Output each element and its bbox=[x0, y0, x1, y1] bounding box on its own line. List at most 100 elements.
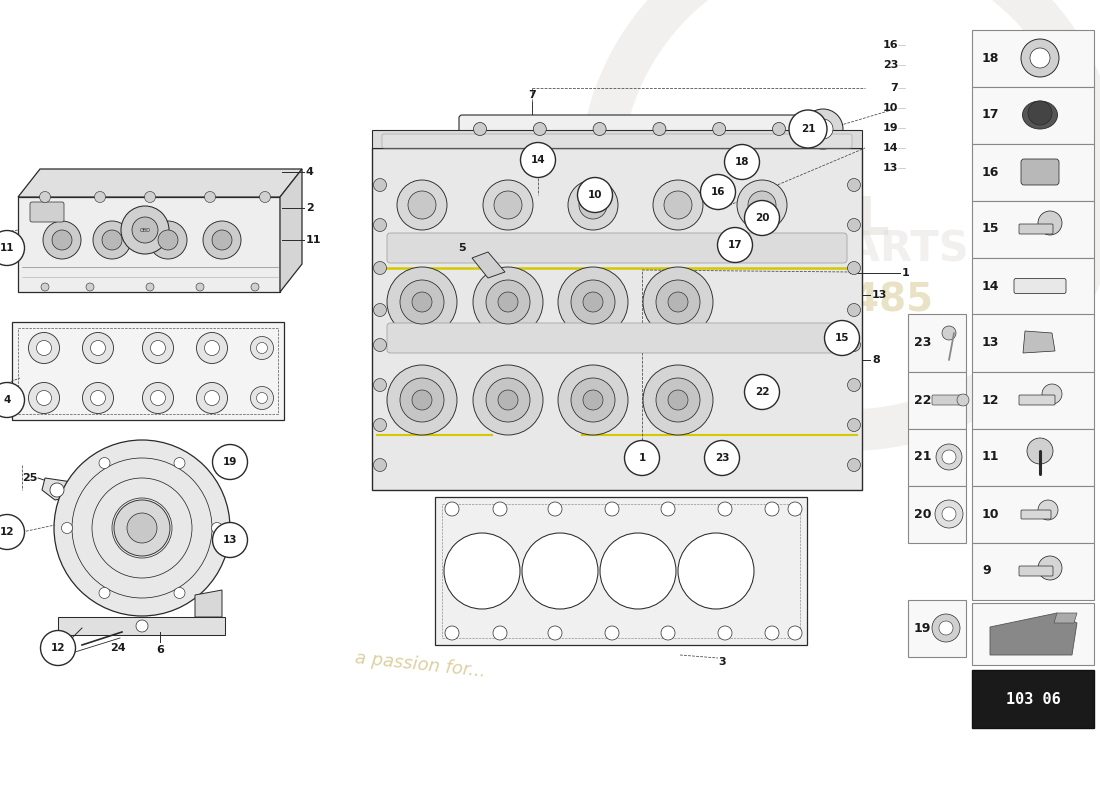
Circle shape bbox=[548, 626, 562, 640]
Circle shape bbox=[558, 267, 628, 337]
Circle shape bbox=[446, 502, 459, 516]
Circle shape bbox=[568, 180, 618, 230]
Text: 1: 1 bbox=[638, 453, 646, 463]
Text: 7: 7 bbox=[528, 90, 536, 100]
FancyBboxPatch shape bbox=[972, 486, 1094, 542]
Circle shape bbox=[701, 174, 736, 210]
Circle shape bbox=[29, 382, 59, 414]
Text: EL: EL bbox=[821, 194, 890, 246]
Text: 3: 3 bbox=[718, 657, 726, 667]
Circle shape bbox=[374, 218, 386, 231]
Circle shape bbox=[847, 178, 860, 191]
Polygon shape bbox=[18, 169, 303, 197]
Circle shape bbox=[803, 109, 843, 149]
Circle shape bbox=[644, 365, 713, 435]
Circle shape bbox=[205, 341, 220, 355]
Text: 14: 14 bbox=[530, 155, 546, 165]
Text: 18: 18 bbox=[982, 51, 1000, 65]
Circle shape bbox=[661, 502, 675, 516]
Circle shape bbox=[932, 614, 960, 642]
Circle shape bbox=[764, 502, 779, 516]
Text: 17: 17 bbox=[728, 240, 743, 250]
Text: 13: 13 bbox=[982, 337, 1000, 350]
Text: 19: 19 bbox=[914, 622, 932, 634]
Polygon shape bbox=[195, 590, 222, 617]
Circle shape bbox=[374, 303, 386, 317]
Circle shape bbox=[387, 365, 456, 435]
Polygon shape bbox=[372, 130, 862, 148]
Circle shape bbox=[212, 522, 248, 558]
Circle shape bbox=[1027, 438, 1053, 464]
Circle shape bbox=[151, 341, 165, 355]
Text: 16: 16 bbox=[982, 166, 1000, 178]
Circle shape bbox=[656, 378, 700, 422]
Circle shape bbox=[121, 206, 169, 254]
Circle shape bbox=[847, 378, 860, 391]
Polygon shape bbox=[1023, 331, 1055, 353]
Circle shape bbox=[473, 122, 486, 135]
Circle shape bbox=[935, 500, 962, 528]
Circle shape bbox=[205, 390, 220, 406]
Circle shape bbox=[90, 341, 106, 355]
Circle shape bbox=[847, 418, 860, 431]
Circle shape bbox=[942, 507, 956, 521]
FancyBboxPatch shape bbox=[459, 115, 800, 143]
FancyBboxPatch shape bbox=[908, 314, 966, 371]
Circle shape bbox=[578, 178, 613, 213]
Circle shape bbox=[174, 587, 185, 598]
FancyBboxPatch shape bbox=[1019, 224, 1053, 234]
FancyBboxPatch shape bbox=[908, 599, 966, 657]
Text: 23: 23 bbox=[914, 337, 932, 350]
Circle shape bbox=[957, 394, 969, 406]
Circle shape bbox=[36, 390, 52, 406]
Circle shape bbox=[126, 513, 157, 543]
Circle shape bbox=[847, 458, 860, 471]
Text: 19: 19 bbox=[882, 123, 898, 133]
Text: 21: 21 bbox=[914, 450, 932, 463]
Circle shape bbox=[412, 390, 432, 410]
FancyBboxPatch shape bbox=[908, 486, 966, 542]
FancyBboxPatch shape bbox=[972, 670, 1094, 728]
Circle shape bbox=[473, 365, 543, 435]
Circle shape bbox=[251, 283, 258, 291]
Circle shape bbox=[493, 502, 507, 516]
Circle shape bbox=[212, 445, 248, 479]
Text: 11: 11 bbox=[982, 450, 1000, 463]
Circle shape bbox=[600, 533, 676, 609]
Circle shape bbox=[668, 390, 688, 410]
Circle shape bbox=[813, 119, 833, 139]
Text: 9: 9 bbox=[982, 565, 991, 578]
Circle shape bbox=[374, 418, 386, 431]
Text: 13: 13 bbox=[872, 290, 888, 300]
Text: 25: 25 bbox=[22, 473, 37, 483]
Circle shape bbox=[444, 533, 520, 609]
Circle shape bbox=[764, 626, 779, 640]
FancyBboxPatch shape bbox=[1014, 278, 1066, 294]
Circle shape bbox=[148, 221, 187, 259]
Circle shape bbox=[717, 227, 752, 262]
FancyBboxPatch shape bbox=[932, 395, 966, 405]
Text: 4: 4 bbox=[3, 395, 11, 405]
Circle shape bbox=[494, 191, 522, 219]
Circle shape bbox=[174, 458, 185, 469]
FancyBboxPatch shape bbox=[1019, 566, 1053, 576]
Circle shape bbox=[143, 333, 174, 363]
Circle shape bbox=[713, 122, 726, 135]
Polygon shape bbox=[12, 322, 284, 420]
Circle shape bbox=[1038, 556, 1061, 580]
Circle shape bbox=[939, 621, 953, 635]
Circle shape bbox=[102, 230, 122, 250]
Text: 23: 23 bbox=[882, 60, 898, 70]
Circle shape bbox=[374, 262, 386, 274]
Circle shape bbox=[571, 280, 615, 324]
Text: 1485: 1485 bbox=[826, 281, 934, 319]
Circle shape bbox=[486, 280, 530, 324]
Text: 20: 20 bbox=[914, 507, 932, 521]
FancyBboxPatch shape bbox=[972, 86, 1094, 143]
Circle shape bbox=[942, 326, 956, 340]
Text: 12: 12 bbox=[982, 394, 1000, 406]
FancyBboxPatch shape bbox=[972, 542, 1094, 599]
Circle shape bbox=[605, 626, 619, 640]
Circle shape bbox=[90, 390, 106, 406]
Text: 16: 16 bbox=[711, 187, 725, 197]
